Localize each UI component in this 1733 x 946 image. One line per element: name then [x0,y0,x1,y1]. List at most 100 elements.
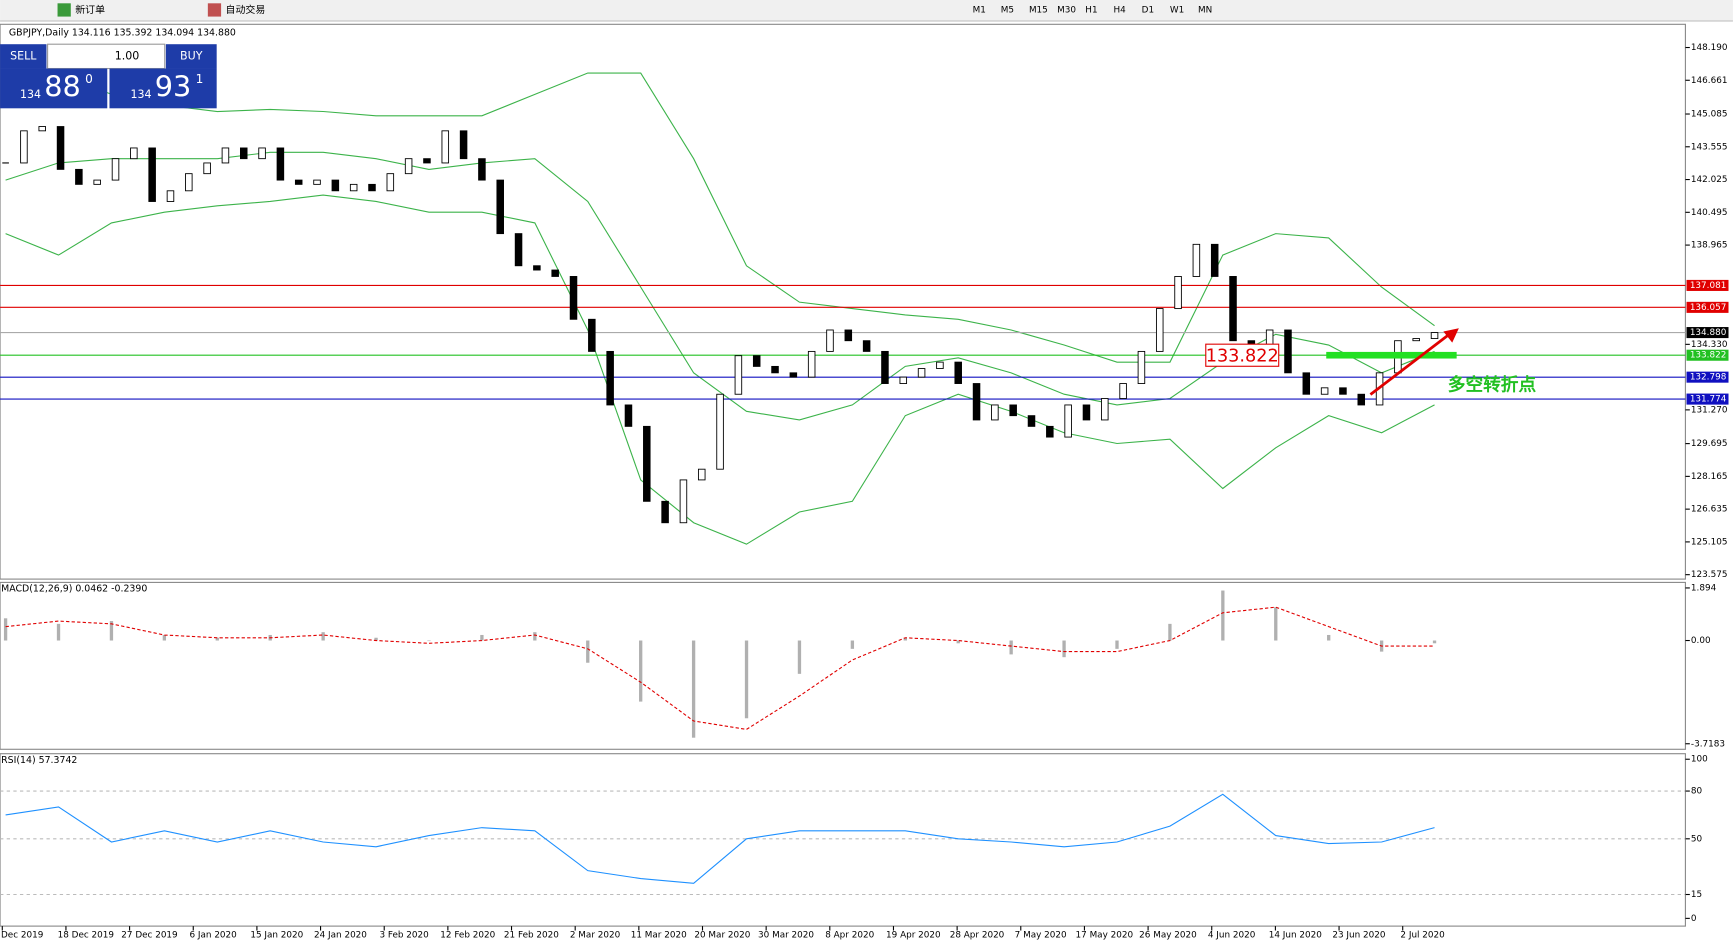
chart-title: GBPJPY,Daily 134.116 135.392 134.094 134… [9,28,236,39]
macd-bar [109,621,114,641]
timeframe-button[interactable]: H4 [1113,5,1126,15]
y-tick-label: 146.661 [1691,76,1728,86]
candle [972,383,981,421]
macd-bar [1062,640,1066,658]
macd-title: MACD(12,26,9) 0.0462 -0.2390 [1,584,147,595]
candle [75,168,83,185]
candle [459,130,468,160]
macd-signal [5,606,1435,730]
macd-bar [162,634,167,641]
ask-big: 134 [130,88,151,101]
candle [1064,404,1072,438]
macd-bar [3,618,8,641]
sell-button[interactable] [0,44,47,69]
x-tick-label: 17 May 2020 [1076,930,1134,940]
timeframe-button[interactable]: H1 [1085,5,1097,15]
candle [697,468,706,481]
sell-label[interactable]: SELL [10,49,37,62]
auto-trading-icon[interactable] [207,3,222,17]
candle [954,361,962,384]
macd-bar [321,632,325,641]
candle [93,179,101,185]
level-tag-label: 132.798 [1690,373,1727,383]
macd-bar [480,634,484,641]
timeframe-button[interactable]: M15 [1029,5,1048,15]
new-order-icon[interactable] [57,3,71,17]
candle [1430,332,1439,340]
bid-sup: 0 [85,72,93,86]
level-tag [1686,301,1729,313]
y-tick-label: 134.330 [1691,340,1728,350]
level-tag [1686,349,1729,361]
candle [1357,393,1366,406]
turning-zone [1326,351,1457,359]
lot-input[interactable] [47,43,166,70]
timeframe-button[interactable]: D1 [1142,5,1154,15]
candle [936,361,944,369]
x-tick-label: 28 Apr 2020 [950,930,1005,940]
x-tick-label: 23 Jun 2020 [1332,930,1385,940]
candle [569,276,578,320]
candle [111,158,120,181]
buy-button[interactable] [165,44,217,69]
candle [606,350,614,406]
candle [294,179,303,185]
macd-bar [903,637,907,641]
macd-bar [56,623,61,641]
y-tick-label: 100 [1691,755,1708,765]
candle [899,376,908,384]
candle [496,179,504,235]
bollinger-upper [5,72,1435,363]
candle [1210,243,1219,277]
candle [643,425,651,502]
auto-trading-button[interactable]: 自动交易 [226,3,266,16]
candle [716,393,724,470]
macd-bar [1168,623,1172,641]
level-tag-label: 136.057 [1690,303,1727,313]
candle [862,340,871,352]
macd-bar [1115,640,1119,649]
timeframe-button[interactable]: W1 [1170,5,1184,15]
x-tick-label: 24 Jan 2020 [314,930,367,940]
new-order-button[interactable]: 新订单 [75,3,105,16]
y-tick-label: 126.635 [1691,505,1728,515]
buy-label[interactable]: BUY [180,49,203,62]
candle [441,130,450,164]
rsi-pane [0,753,1686,927]
x-tick-label: 6 Jan 2020 [189,930,237,940]
x-tick-label: 14 Jun 2020 [1269,930,1322,940]
timeframe-button[interactable]: M30 [1057,5,1076,15]
ask-box[interactable] [109,68,217,109]
candle [1119,383,1127,399]
x-tick-label: 18 Dec 2019 [58,930,114,940]
candle [661,500,669,524]
x-tick-label: 26 May 2020 [1139,930,1197,940]
level-tag-label: 133.822 [1690,351,1727,361]
candle [239,147,248,160]
level-tag [1686,327,1729,339]
timeframe-button[interactable]: M5 [1001,5,1014,15]
candle [368,183,376,192]
candle [1046,425,1054,438]
lot-value[interactable]: 1.00 [115,49,140,62]
candle [1192,243,1201,277]
candle [752,355,761,367]
candle [588,318,596,352]
bid-box[interactable] [0,68,108,109]
rsi-line [5,793,1435,884]
x-tick-label: 11 Mar 2020 [631,930,687,940]
candle [349,183,358,192]
candle [679,479,688,524]
macd-bar [1432,640,1437,644]
timeframe-button[interactable]: MN [1198,5,1212,15]
y-tick-label: 148.190 [1691,43,1728,53]
price-callout [1205,343,1280,367]
x-tick-label: Dec 2019 [1,930,43,940]
x-tick-label: 15 Jan 2020 [250,930,303,940]
y-tick-label: 50 [1691,834,1703,844]
timeframe-button[interactable]: M1 [973,5,986,15]
candle [148,147,156,202]
candle [1229,276,1237,342]
candle [1082,404,1091,421]
candle [423,158,431,164]
